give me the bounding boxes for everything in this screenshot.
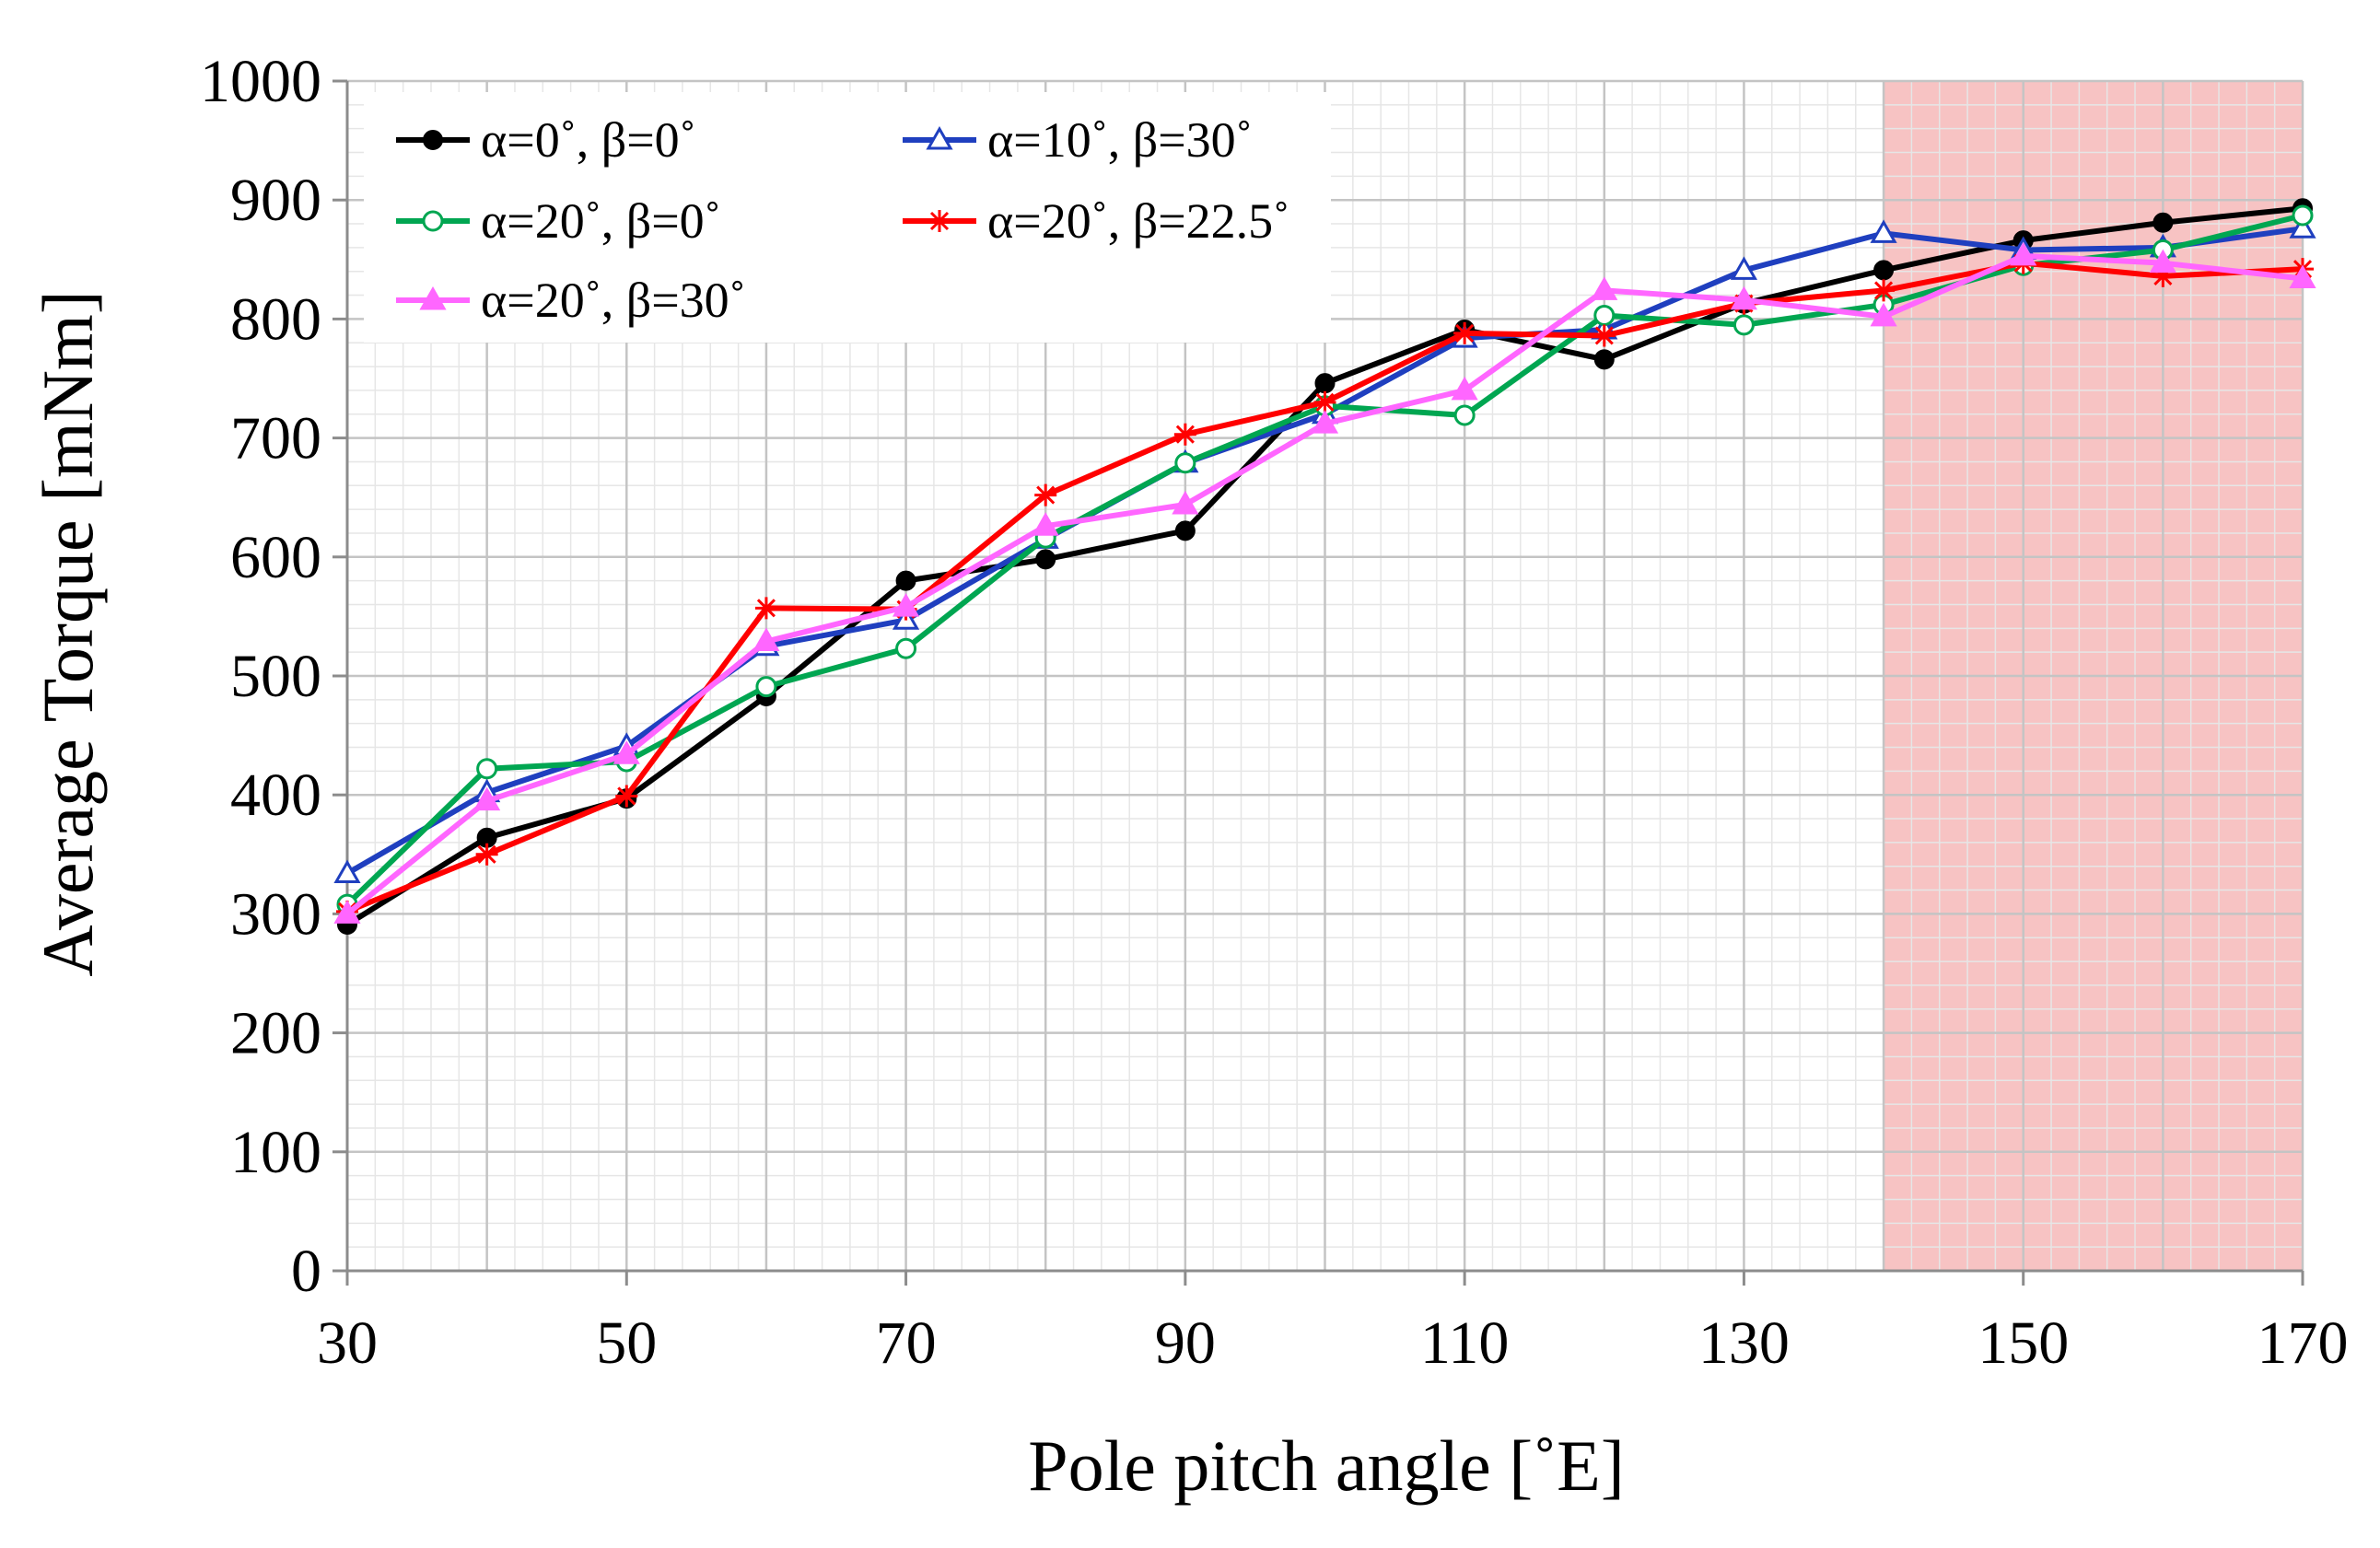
x-tick-label: 70 bbox=[876, 1309, 937, 1377]
data-point bbox=[1730, 256, 1758, 280]
data-point bbox=[1453, 321, 1476, 344]
data-point bbox=[1591, 276, 1618, 300]
data-point bbox=[755, 676, 777, 698]
x-tick-label: 50 bbox=[596, 1309, 657, 1377]
legend-label: α=20˚, β=22.5˚ bbox=[987, 193, 1289, 249]
y-tick-label: 400 bbox=[230, 762, 321, 829]
data-point bbox=[895, 570, 916, 591]
y-tick-label: 100 bbox=[230, 1119, 321, 1186]
x-axis-title: Pole pitch angle [˚E] bbox=[1028, 1426, 1625, 1506]
data-point bbox=[476, 758, 498, 780]
data-point bbox=[895, 637, 917, 659]
y-tick-label: 1000 bbox=[200, 48, 321, 115]
data-point bbox=[1313, 390, 1336, 413]
legend-label: α=0˚, β=0˚ bbox=[481, 112, 696, 168]
y-tick-label: 300 bbox=[230, 880, 321, 948]
data-point bbox=[1870, 219, 1897, 243]
data-point bbox=[2010, 241, 2037, 266]
data-point bbox=[1314, 373, 1336, 394]
data-point bbox=[1870, 302, 1897, 327]
x-tick-label: 90 bbox=[1155, 1309, 1216, 1377]
legend-swatch-marker bbox=[423, 130, 443, 150]
series-group bbox=[333, 241, 2316, 924]
x-tick-label: 30 bbox=[317, 1309, 378, 1377]
y-tick-label: 200 bbox=[230, 1000, 321, 1067]
data-point bbox=[754, 597, 777, 620]
y-tick-label: 700 bbox=[230, 405, 321, 472]
data-point bbox=[752, 627, 780, 652]
y-tick-label: 900 bbox=[230, 167, 321, 234]
y-axis-title: Average Torque [mNm] bbox=[28, 290, 108, 976]
legend-label: α=10˚, β=30˚ bbox=[987, 112, 1253, 168]
legend-swatch-marker bbox=[928, 210, 951, 232]
x-tick-label: 110 bbox=[1420, 1309, 1510, 1377]
data-point bbox=[1173, 423, 1196, 446]
data-point bbox=[612, 740, 640, 764]
data-point bbox=[1174, 520, 1196, 541]
data-point bbox=[2292, 204, 2314, 227]
legend-item: α=20˚, β=22.5˚ bbox=[903, 193, 1289, 249]
data-point bbox=[1172, 490, 1199, 515]
data-point bbox=[1174, 452, 1196, 474]
data-point bbox=[1593, 349, 1615, 370]
data-point bbox=[1592, 324, 1616, 347]
data-point bbox=[1873, 260, 1895, 281]
x-tick-label: 170 bbox=[2258, 1309, 2349, 1377]
legend-label: α=20˚, β=30˚ bbox=[481, 273, 746, 328]
data-point bbox=[1453, 404, 1476, 426]
data-point bbox=[2289, 215, 2316, 239]
y-tick-label: 600 bbox=[230, 524, 321, 591]
legend-swatch-marker bbox=[419, 285, 447, 310]
data-point bbox=[1032, 512, 1059, 536]
legend-label: α=20˚, β=0˚ bbox=[481, 193, 721, 249]
data-point bbox=[2152, 212, 2174, 233]
data-point bbox=[473, 786, 501, 811]
data-point bbox=[1732, 314, 1755, 336]
data-point bbox=[2289, 264, 2316, 288]
legend-box bbox=[364, 92, 1331, 343]
data-point bbox=[475, 843, 498, 866]
data-point bbox=[1035, 549, 1056, 570]
y-tick-label: 500 bbox=[230, 643, 321, 710]
legend-item: α=20˚, β=30˚ bbox=[396, 273, 746, 328]
x-tick-label: 130 bbox=[1698, 1309, 1790, 1377]
x-tick-label: 150 bbox=[1978, 1309, 2069, 1377]
legend-swatch-marker bbox=[926, 125, 953, 150]
data-point bbox=[1034, 483, 1057, 506]
y-tick-label: 800 bbox=[230, 285, 321, 353]
data-point bbox=[615, 785, 638, 808]
data-point bbox=[1311, 410, 1339, 434]
data-point bbox=[892, 593, 920, 617]
data-point bbox=[2149, 249, 2176, 274]
data-point bbox=[1451, 376, 1478, 401]
legend-item: α=20˚, β=0˚ bbox=[396, 193, 721, 249]
data-point bbox=[1872, 279, 1896, 302]
data-point bbox=[333, 859, 361, 883]
data-point bbox=[1593, 305, 1616, 327]
data-point bbox=[1730, 285, 1758, 310]
legend-item: α=10˚, β=30˚ bbox=[903, 112, 1253, 168]
legend-item: α=0˚, β=0˚ bbox=[396, 112, 696, 168]
data-point bbox=[333, 900, 361, 924]
y-tick-label: 0 bbox=[291, 1238, 321, 1305]
legend-swatch-marker bbox=[422, 210, 444, 232]
data-point bbox=[2152, 264, 2175, 287]
